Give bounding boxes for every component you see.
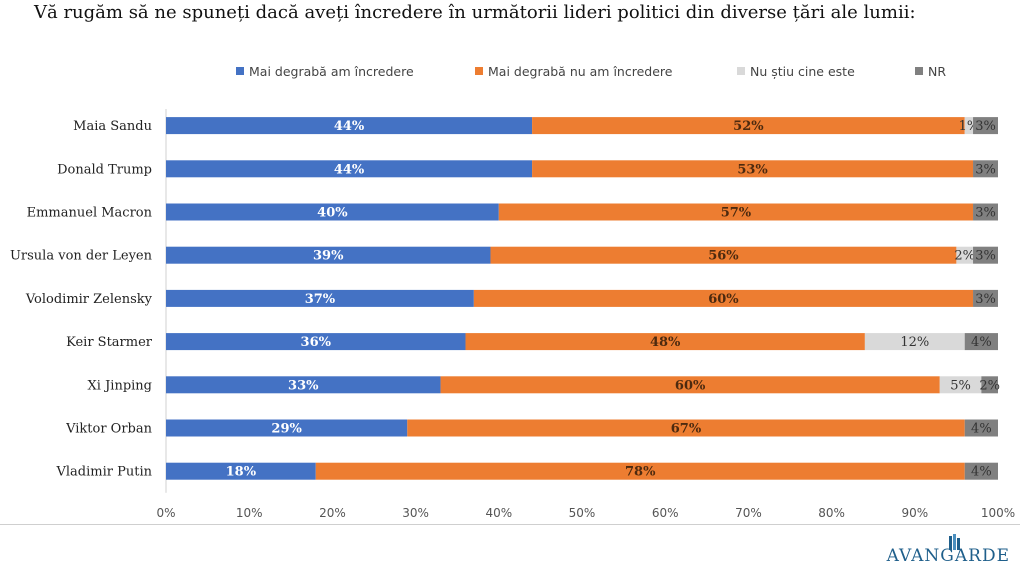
legend-swatch [236, 67, 244, 75]
data-label: 4% [971, 465, 992, 480]
category-label: Vladimir Putin [56, 465, 153, 480]
x-tick-label: 60% [652, 506, 679, 520]
data-label: 60% [675, 378, 706, 393]
data-label: 44% [334, 162, 365, 177]
bar-segment [973, 117, 998, 135]
data-label: 2% [979, 378, 1000, 393]
bar-segment [166, 419, 408, 437]
x-tick-label: 40% [485, 506, 512, 520]
bar-segment [981, 376, 998, 394]
data-label: 12% [900, 335, 929, 350]
bar-segment [964, 333, 998, 351]
bar-segment [166, 462, 316, 480]
legend-swatch [475, 67, 483, 75]
data-label: 60% [708, 292, 739, 307]
data-label: 18% [226, 465, 257, 480]
data-label: 37% [305, 292, 336, 307]
legend-label: Mai degrabă am încredere [249, 64, 414, 79]
bar-segment [440, 376, 940, 394]
data-label: 57% [721, 206, 752, 221]
x-tick-label: 80% [818, 506, 845, 520]
data-label: 33% [288, 378, 319, 393]
data-label: 29% [271, 422, 302, 437]
footer-divider [0, 524, 1020, 525]
data-label: 4% [971, 422, 992, 437]
x-tick-label: 20% [319, 506, 346, 520]
page-title: Vă rugăm să ne spuneți dacă aveți încred… [34, 2, 916, 23]
bar-segment [465, 333, 865, 351]
category-label: Emmanuel Macron [27, 206, 153, 221]
bar-segment [973, 160, 998, 178]
logo-text: AVANGARDE [886, 546, 1010, 566]
category-label: Keir Starmer [66, 335, 153, 350]
x-tick-label: 50% [569, 506, 596, 520]
bar-segment [166, 333, 466, 351]
logo-building-icon [949, 534, 960, 550]
category-label: Donald Trump [57, 162, 152, 177]
bar-segment [407, 419, 965, 437]
data-label: 44% [334, 119, 365, 134]
bar-segment [964, 419, 998, 437]
bar-segment [964, 462, 998, 480]
data-label: 36% [301, 335, 332, 350]
bar-segment [964, 117, 974, 135]
x-tick-label: 70% [735, 506, 762, 520]
data-label: 53% [737, 162, 768, 177]
data-label: 5% [950, 378, 971, 393]
data-label: 3% [975, 249, 996, 264]
bar-segment [956, 246, 974, 264]
bar-segment [973, 289, 998, 307]
x-tick-label: 90% [901, 506, 928, 520]
category-label: Ursula von der Leyen [10, 249, 153, 264]
bar-segment [973, 203, 998, 221]
category-label: Maia Sandu [73, 119, 152, 134]
data-label: 56% [708, 249, 739, 264]
data-label: 3% [975, 206, 996, 221]
bar-segment [166, 289, 474, 307]
bar-segment [939, 376, 982, 394]
x-tick-label: 30% [402, 506, 429, 520]
legend-label: Mai degrabă nu am încredere [488, 64, 673, 79]
legend-swatch [737, 67, 745, 75]
bar-segment [166, 376, 441, 394]
data-label: 3% [975, 119, 996, 134]
x-tick-label: 10% [236, 506, 263, 520]
bar-segment [973, 246, 998, 264]
bar-segment [166, 246, 491, 264]
category-label: Volodimir Zelensky [25, 292, 153, 307]
stacked-bar-chart: Mai degrabă am încredere Mai degrabă nu a… [10, 64, 1015, 520]
category-label: Viktor Orban [65, 422, 153, 437]
bar-segment [490, 246, 957, 264]
bar-segment [498, 203, 974, 221]
data-label: 40% [317, 206, 348, 221]
bar-segment [473, 289, 974, 307]
avangarde-logo: AVANGARDE [886, 534, 1010, 566]
data-label: 39% [313, 249, 344, 264]
legend-label: NR [928, 64, 946, 79]
bar-segment [315, 462, 965, 480]
data-label: 78% [625, 465, 656, 480]
data-label: 4% [971, 335, 992, 350]
data-label: 48% [650, 335, 681, 350]
bar-segment [864, 333, 965, 351]
data-label: 52% [733, 119, 764, 134]
data-label: 67% [671, 422, 702, 437]
bar-segment [166, 203, 499, 221]
bar-segment [532, 117, 965, 135]
category-label: Xi Jinping [88, 378, 152, 393]
data-label: 3% [975, 162, 996, 177]
bar-segment [532, 160, 974, 178]
legend-label: Nu știu cine este [750, 64, 855, 79]
bar-segment [166, 117, 533, 135]
bar-segment [166, 160, 533, 178]
x-tick-label: 100% [981, 506, 1015, 520]
data-label: 2% [954, 249, 975, 264]
data-label: 3% [975, 292, 996, 307]
legend-swatch [915, 67, 923, 75]
x-tick-label: 0% [156, 506, 175, 520]
